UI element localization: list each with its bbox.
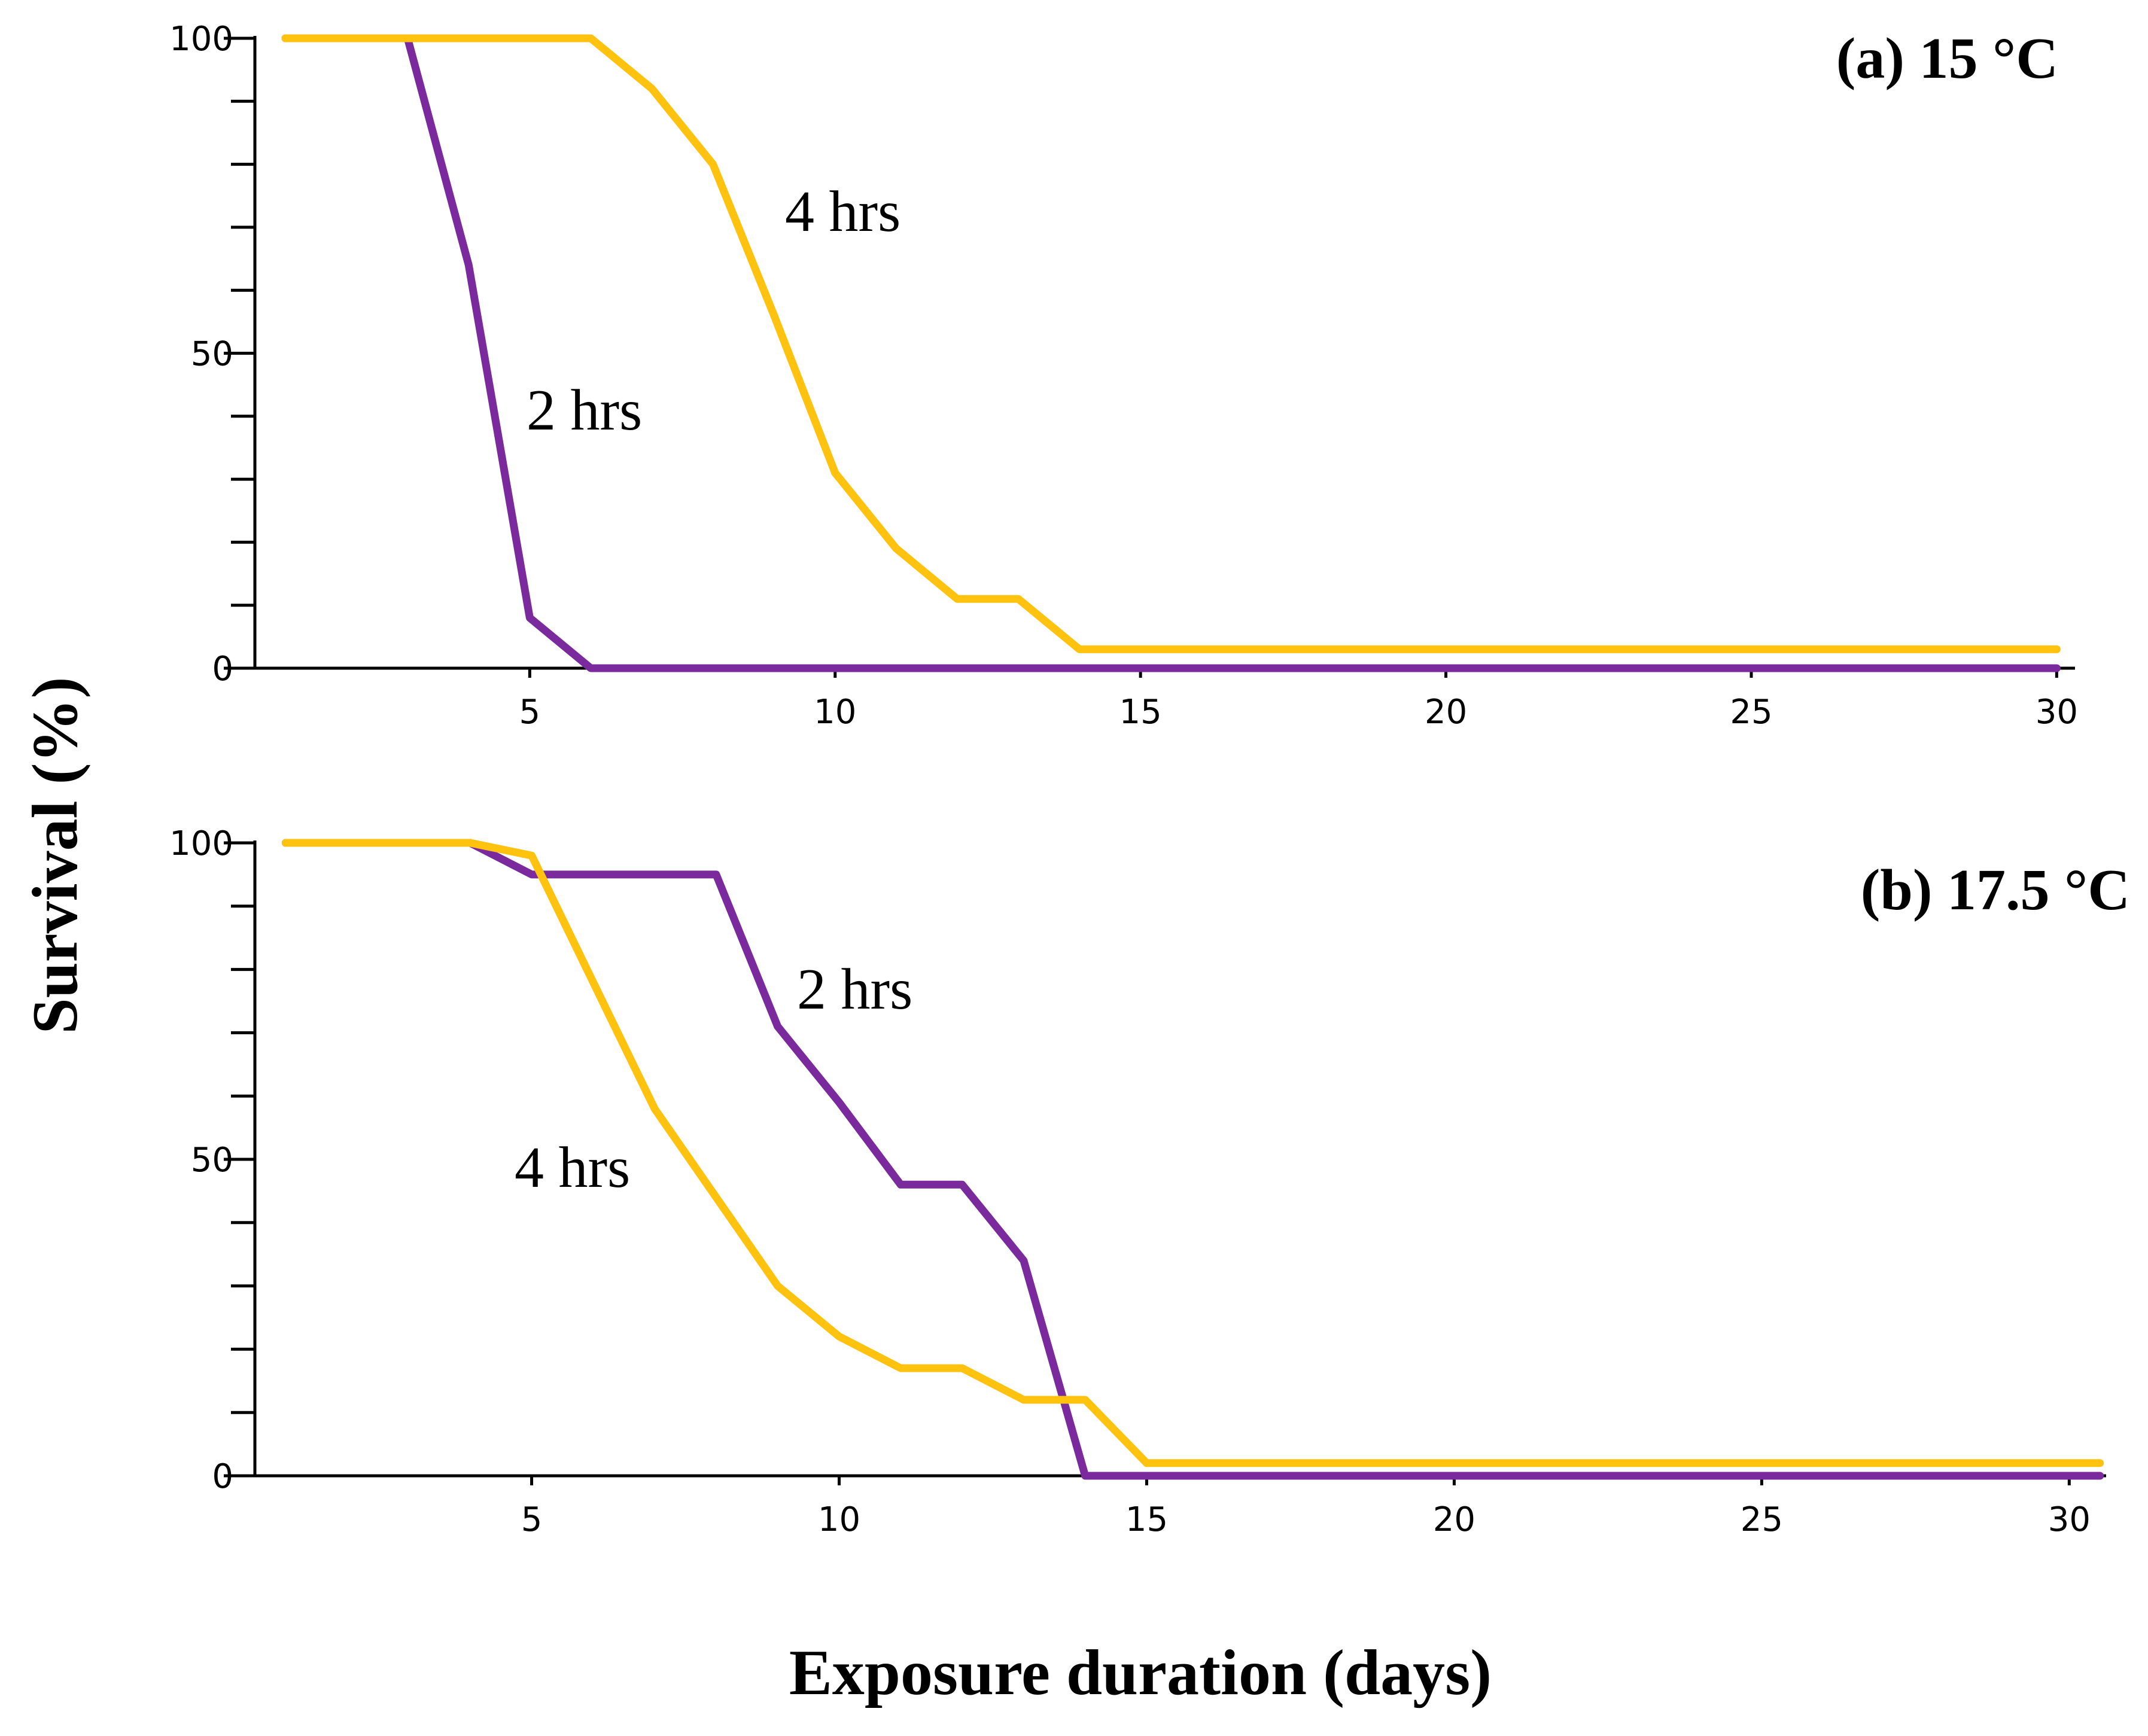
- y-tick-label: 50: [191, 335, 233, 374]
- x-tick-label: 20: [1433, 1500, 1475, 1539]
- y-tick-label: 0: [212, 650, 233, 689]
- x-tick-label: 10: [818, 1500, 860, 1539]
- series-label-2-hrs: 2 hrs: [527, 378, 642, 443]
- y-tick-label: 50: [191, 1141, 233, 1180]
- x-tick-label: 20: [1425, 693, 1467, 732]
- series-label-4-hrs: 4 hrs: [515, 1135, 630, 1200]
- y-tick-label: 100: [169, 20, 233, 59]
- panel-a: 0 50 100 5 10 15 20 25 30 2 hrs 4 hrs (a) 15 °C: [169, 20, 2078, 732]
- x-tick-label: 25: [1730, 693, 1772, 732]
- x-tick-label: 25: [1741, 1500, 1783, 1539]
- x-tick-label: 10: [814, 693, 856, 732]
- x-tick-label: 15: [1125, 1500, 1168, 1539]
- x-axis-title: Exposure duration (days): [789, 1637, 1492, 1708]
- panel-title: (b) 17.5 °C: [1861, 858, 2130, 922]
- x-tick-label: 5: [521, 1500, 543, 1539]
- series-line-4-hrs: [281, 34, 2061, 653]
- series-line-4-hrs: [281, 839, 2104, 1467]
- x-tick-label: 15: [1119, 693, 1162, 732]
- x-tick-label: 30: [2036, 693, 2078, 732]
- x-tick-label: 5: [519, 693, 541, 732]
- x-tick-label: 30: [2048, 1500, 2091, 1539]
- panel-title: (a) 15 °C: [1836, 26, 2058, 91]
- series-line-2-hrs: [281, 34, 2061, 672]
- panel-b: 0 50 100 5 10 15 20 25 30 2 hrs 4 hrs (b) 17.5 °C: [169, 824, 2130, 1539]
- y-tick-label: 100: [169, 824, 233, 863]
- series-line-2-hrs: [281, 839, 2104, 1480]
- series-label-2-hrs: 2 hrs: [797, 957, 912, 1022]
- y-axis-title: Survival (%): [20, 677, 91, 1034]
- series-label-4-hrs: 4 hrs: [785, 179, 900, 244]
- y-tick-label: 0: [212, 1457, 233, 1496]
